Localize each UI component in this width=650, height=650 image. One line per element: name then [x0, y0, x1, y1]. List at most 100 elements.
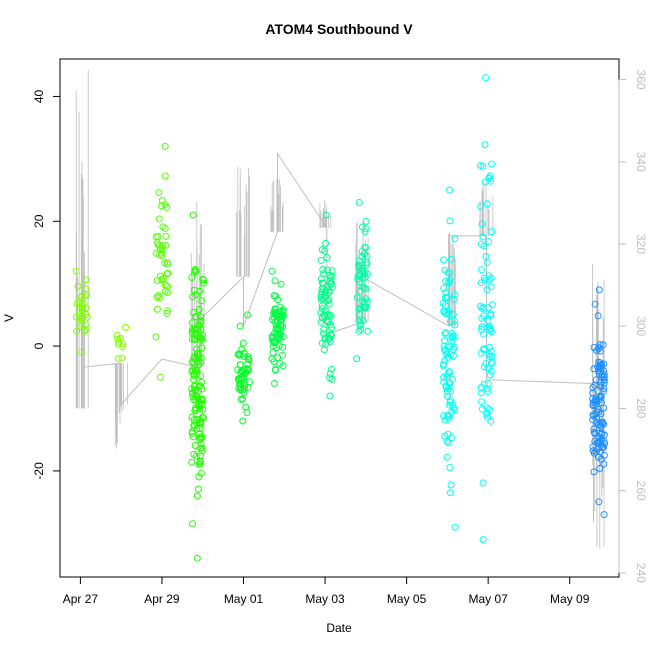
scatter-point [244, 353, 252, 361]
scatter-point [191, 381, 199, 389]
scatter-point [353, 355, 361, 363]
scatter-point [448, 375, 456, 383]
scatter-point [479, 479, 487, 487]
scatter-point [480, 330, 488, 338]
scatter-point [446, 401, 454, 409]
scatter-point [361, 228, 369, 236]
scatter-point [190, 450, 198, 458]
scatter-point [484, 380, 492, 388]
scatter-point [440, 285, 448, 292]
scatter-point [593, 347, 601, 354]
scatter-point [200, 276, 207, 284]
scatter-point [192, 404, 200, 412]
scatter-point [198, 344, 206, 352]
scatter-point [479, 536, 487, 544]
scatter-point [323, 254, 331, 262]
scatter-point [82, 285, 90, 293]
scatter-point [480, 363, 488, 371]
scatter-point [591, 396, 599, 404]
y-right-tick-label: 340 [634, 152, 648, 172]
scatter-point [488, 160, 496, 168]
scatter-point [78, 348, 85, 356]
scatter-point [321, 293, 329, 301]
scatter-point [119, 343, 127, 351]
scatter-point [442, 277, 450, 285]
scatter-point [158, 196, 166, 204]
scatter-point [483, 404, 491, 412]
scatter-point [198, 378, 206, 386]
scatter-point [446, 186, 453, 194]
scatter-point [446, 276, 454, 284]
scatter-point [317, 318, 325, 326]
scatter-point [596, 359, 604, 367]
scatter-point [195, 321, 203, 329]
scatter-point [359, 283, 367, 291]
scatter-point [321, 247, 329, 255]
scatter-point [152, 333, 160, 341]
scatter-point [76, 299, 83, 307]
scatter-point [153, 277, 161, 285]
scatter-point [196, 287, 204, 295]
scatter-point [277, 280, 285, 288]
scatter-point [159, 242, 167, 250]
scatter-point [153, 305, 161, 313]
scatter-point [486, 323, 493, 331]
scatter-point [273, 344, 280, 352]
scatter-point [164, 269, 172, 277]
scatter-point [189, 293, 196, 301]
scatter-point [237, 361, 244, 369]
scatter-point [487, 347, 495, 355]
scatter-point [77, 323, 85, 330]
scatter-point [360, 250, 368, 258]
scatter-point [78, 292, 86, 300]
scatter-point [483, 259, 491, 267]
scatter-point [485, 276, 493, 284]
scatter-point [447, 318, 454, 325]
scatter-point [479, 303, 487, 311]
scatter-point [276, 334, 284, 342]
scatter-point [599, 419, 607, 427]
scatter-point [239, 417, 247, 425]
scatter-point [153, 239, 161, 247]
scatter-point [163, 309, 171, 317]
scatter-point [595, 286, 603, 294]
scatter-point [443, 453, 451, 461]
x-tick-label: May 01 [224, 592, 264, 606]
scatter-point [197, 399, 205, 407]
scatter-point [328, 273, 336, 280]
scatter-point [325, 289, 333, 296]
scatter-point [189, 211, 197, 219]
scatter-point [191, 442, 199, 449]
scatter-point [317, 309, 325, 317]
scatter-point [363, 259, 371, 266]
scatter-point [356, 278, 364, 286]
scatter-point [486, 371, 494, 379]
scatter-point [600, 376, 608, 384]
scatter-point [241, 369, 249, 377]
scatter-point [317, 256, 325, 264]
scatter-point [114, 355, 122, 363]
scatter-point [445, 415, 453, 423]
scatter-point [478, 398, 486, 406]
x-axis: Apr 27 Apr 29 May 01 May 03 May 05 May 07 May … [63, 576, 590, 606]
scatter-point [445, 269, 453, 277]
scatter-point [327, 331, 335, 339]
scatter-point [449, 352, 457, 360]
scatter-point [271, 277, 279, 285]
scatter-point [197, 317, 205, 325]
scatter-point [271, 318, 279, 326]
chart-title: ATOM4 Southbound V [265, 21, 413, 37]
scatter-point [444, 385, 452, 392]
scatter-point [440, 412, 447, 420]
scatter-point [238, 345, 246, 353]
x-axis-label: Date [326, 621, 352, 635]
scatter-point [196, 382, 204, 390]
scatter-point [318, 314, 326, 322]
y-tick-label: 40 [32, 89, 46, 103]
scatter-point [81, 292, 89, 300]
x-tick-label: May 07 [468, 592, 508, 606]
scatter-point [487, 177, 495, 185]
scatter-point [592, 376, 600, 384]
scatter-point [441, 346, 448, 354]
